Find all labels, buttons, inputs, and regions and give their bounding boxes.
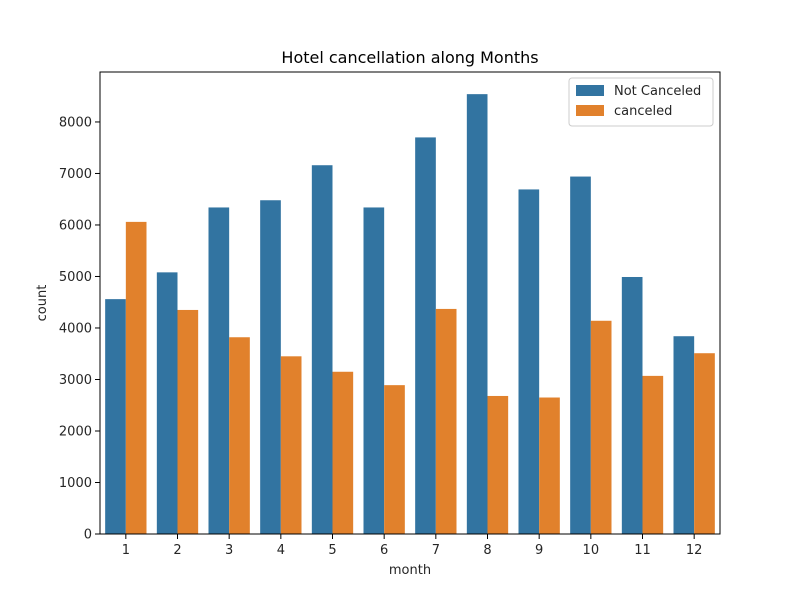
bar-canceled-month-1 [125, 221, 147, 535]
y-axis-title: count [35, 285, 50, 322]
x-tick-label: 8 [483, 543, 491, 558]
x-tick-label: 7 [432, 543, 440, 558]
legend-box [568, 77, 714, 127]
bar-not-canceled-month-7 [415, 137, 436, 534]
legend-label-not-canceled: Not Canceled [614, 84, 701, 99]
bar-canceled-month-11 [642, 375, 664, 534]
bar-canceled-month-4 [280, 356, 302, 534]
bar-not-canceled-month-1 [105, 299, 126, 534]
y-tick-label: 7000 [59, 167, 92, 182]
bar-canceled-month-3 [229, 337, 250, 534]
x-axis: 1 2 3 4 5 6 7 8 9 10 11 12 [122, 534, 703, 558]
bar-canceled-month-9 [539, 397, 560, 534]
bar-not-canceled-month-5 [311, 165, 333, 535]
bar-not-canceled-month-2 [156, 272, 178, 534]
bars-group [105, 94, 715, 535]
x-tick-label: 2 [173, 543, 181, 558]
legend: Not Canceled canceled [568, 77, 714, 127]
plot-frame [99, 71, 721, 535]
x-tick-label: 9 [535, 543, 543, 558]
x-tick-label: 6 [380, 543, 388, 558]
bar-canceled-month-7 [435, 308, 457, 534]
bar-canceled-month-8 [487, 395, 509, 534]
bar-not-canceled-month-8 [466, 94, 488, 534]
y-tick-label: 8000 [59, 115, 92, 130]
bar-canceled-month-12 [694, 353, 715, 534]
bar-not-canceled-month-6 [363, 207, 385, 534]
x-axis-title: month [389, 563, 431, 578]
x-tick-label: 10 [583, 543, 600, 558]
chart-title: Hotel cancellation along Months [281, 48, 538, 67]
y-axis: 0 1000 2000 3000 4000 5000 6000 7000 8000 [59, 115, 100, 543]
bar-not-canceled-month-4 [260, 200, 281, 534]
y-tick-label: 4000 [59, 321, 92, 336]
y-tick-label: 3000 [59, 373, 92, 388]
x-tick-label: 1 [122, 543, 130, 558]
x-tick-label: 12 [686, 543, 703, 558]
y-tick-label: 5000 [59, 270, 92, 285]
bar-not-canceled-month-10 [570, 176, 591, 535]
x-tick-label: 5 [328, 543, 336, 558]
bar-not-canceled-month-9 [518, 189, 540, 534]
y-tick-label: 0 [84, 528, 92, 543]
x-tick-label: 3 [225, 543, 233, 558]
bar-canceled-month-5 [332, 371, 354, 534]
y-tick-label: 6000 [59, 218, 92, 233]
legend-swatch-canceled [576, 105, 604, 116]
bar-canceled-month-2 [177, 309, 199, 534]
bar-not-canceled-month-12 [673, 336, 695, 534]
bar-canceled-month-10 [590, 320, 612, 534]
y-tick-label: 2000 [59, 424, 92, 439]
bar-canceled-month-6 [384, 385, 405, 534]
legend-swatch-not-canceled [576, 85, 604, 96]
legend-label-canceled: canceled [614, 104, 672, 119]
bar-not-canceled-month-3 [208, 207, 230, 534]
x-tick-label: 11 [634, 543, 651, 558]
y-tick-label: 1000 [59, 476, 92, 491]
bar-not-canceled-month-11 [621, 276, 643, 534]
x-tick-label: 4 [277, 543, 285, 558]
